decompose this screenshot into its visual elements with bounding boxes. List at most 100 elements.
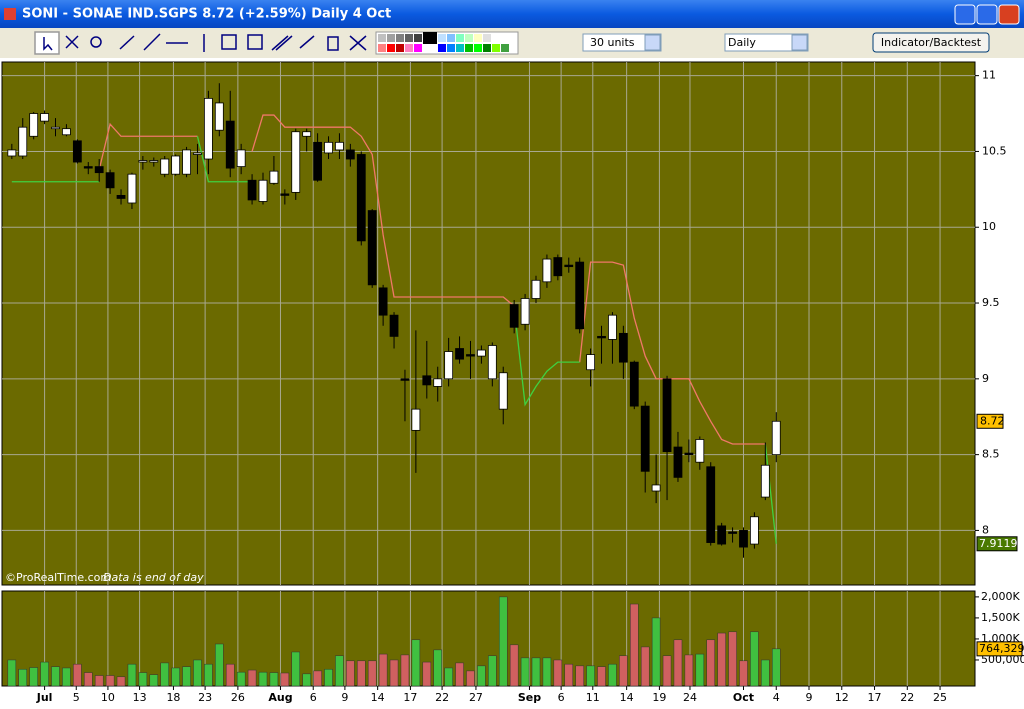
volume-bar bbox=[640, 646, 650, 687]
swatch[interactable] bbox=[387, 34, 395, 42]
volume-bar bbox=[193, 659, 202, 687]
volume-bar bbox=[7, 659, 17, 687]
swatch[interactable] bbox=[405, 34, 413, 42]
swatch[interactable] bbox=[396, 44, 404, 52]
alert-tool[interactable] bbox=[65, 35, 79, 49]
swatch[interactable] bbox=[396, 34, 404, 42]
candle-body bbox=[433, 378, 443, 387]
volume-bar bbox=[619, 655, 628, 687]
volume-bar bbox=[62, 667, 71, 687]
candle-body bbox=[684, 452, 694, 456]
swatch[interactable] bbox=[474, 44, 482, 52]
indicator-line bbox=[513, 307, 580, 407]
swatch[interactable] bbox=[465, 44, 473, 52]
candle-body bbox=[367, 210, 377, 286]
candle-body bbox=[695, 439, 705, 463]
dropdown-arrow[interactable] bbox=[644, 34, 661, 51]
swatch[interactable] bbox=[387, 44, 395, 52]
swatch[interactable] bbox=[423, 32, 437, 44]
volume-bar bbox=[280, 672, 290, 687]
x-tick-label: 10 bbox=[101, 691, 115, 704]
color-palette[interactable] bbox=[375, 31, 519, 55]
volume-bar bbox=[73, 663, 82, 687]
line-tool[interactable] bbox=[119, 35, 135, 50]
volume-bar bbox=[433, 649, 442, 687]
swatch[interactable] bbox=[378, 44, 386, 52]
volume-bar bbox=[127, 663, 137, 687]
units-select[interactable] bbox=[582, 33, 662, 52]
indicator-button[interactable] bbox=[872, 32, 990, 53]
swatch[interactable] bbox=[465, 34, 473, 42]
candle-body bbox=[553, 257, 563, 277]
channel-tool[interactable] bbox=[271, 35, 293, 51]
arrow-tool[interactable] bbox=[299, 35, 315, 49]
x-tick-label: 14 bbox=[620, 691, 634, 704]
fib-tool[interactable] bbox=[221, 34, 237, 50]
swatch[interactable] bbox=[483, 34, 491, 42]
minimize-button[interactable] bbox=[954, 4, 976, 25]
candle-body bbox=[127, 173, 137, 204]
period-select[interactable] bbox=[724, 33, 809, 52]
zoom-tool[interactable] bbox=[90, 36, 102, 48]
x-tick-label: 11 bbox=[586, 691, 600, 704]
last-price-box bbox=[976, 413, 1004, 429]
swatch[interactable] bbox=[438, 34, 446, 42]
title-bar bbox=[0, 0, 1024, 28]
swatch[interactable] bbox=[414, 34, 422, 42]
swatch[interactable] bbox=[447, 44, 455, 52]
close-button[interactable] bbox=[998, 4, 1020, 25]
swatch[interactable] bbox=[405, 44, 413, 52]
ray-tool[interactable] bbox=[143, 33, 161, 51]
text-tool[interactable] bbox=[247, 34, 263, 50]
x-tick-label: 5 bbox=[73, 691, 80, 704]
volume-bar bbox=[673, 639, 683, 687]
y-tick-label: 9 bbox=[982, 372, 989, 385]
volume-bar bbox=[608, 663, 617, 687]
swatch[interactable] bbox=[414, 44, 422, 52]
properties-tool[interactable] bbox=[349, 35, 367, 51]
x-tick-label: 9 bbox=[341, 691, 348, 704]
candle-body bbox=[542, 258, 552, 283]
swatch[interactable] bbox=[456, 34, 464, 42]
last-volume: 764,329 bbox=[979, 642, 1024, 655]
candle-body bbox=[444, 351, 454, 380]
maximize-button[interactable] bbox=[976, 4, 998, 25]
candle-body bbox=[138, 160, 148, 163]
y-tick-label: 10.5 bbox=[982, 144, 1007, 157]
x-tick-label: Jul bbox=[36, 691, 53, 704]
candle-body bbox=[597, 335, 606, 339]
candle-body bbox=[411, 408, 421, 431]
swatch[interactable] bbox=[474, 34, 482, 42]
candle-body bbox=[455, 348, 464, 360]
volume-bar bbox=[564, 663, 574, 687]
volume-bar bbox=[84, 672, 93, 687]
delete-tool[interactable] bbox=[327, 36, 339, 51]
swatch[interactable] bbox=[492, 44, 500, 52]
candle-body bbox=[105, 172, 115, 189]
swatch[interactable] bbox=[378, 34, 386, 42]
candle-body bbox=[40, 113, 49, 122]
candle-body bbox=[760, 464, 770, 498]
candle-body bbox=[378, 287, 388, 316]
pointer-tool[interactable] bbox=[34, 31, 60, 55]
candle-body bbox=[750, 516, 759, 545]
y-tick-label: 11 bbox=[982, 69, 996, 82]
candle-body bbox=[258, 179, 268, 202]
y-tick-label: 1,500K bbox=[981, 611, 1020, 624]
swatch[interactable] bbox=[447, 34, 455, 42]
pointer-icon bbox=[43, 37, 53, 51]
app-icon bbox=[4, 8, 16, 20]
toolbar-icons bbox=[34, 31, 367, 55]
x-tick-label: 25 bbox=[933, 691, 947, 704]
candle-body bbox=[520, 298, 530, 325]
dropdown-arrow[interactable] bbox=[791, 34, 808, 51]
candle-body bbox=[608, 314, 617, 340]
swatch[interactable] bbox=[438, 44, 446, 52]
swatch[interactable] bbox=[456, 44, 464, 52]
swatch[interactable] bbox=[483, 44, 491, 52]
volume-bar bbox=[466, 670, 475, 687]
x-tick-label: 14 bbox=[371, 691, 385, 704]
volume-bar bbox=[400, 654, 410, 687]
swatch[interactable] bbox=[501, 44, 509, 52]
